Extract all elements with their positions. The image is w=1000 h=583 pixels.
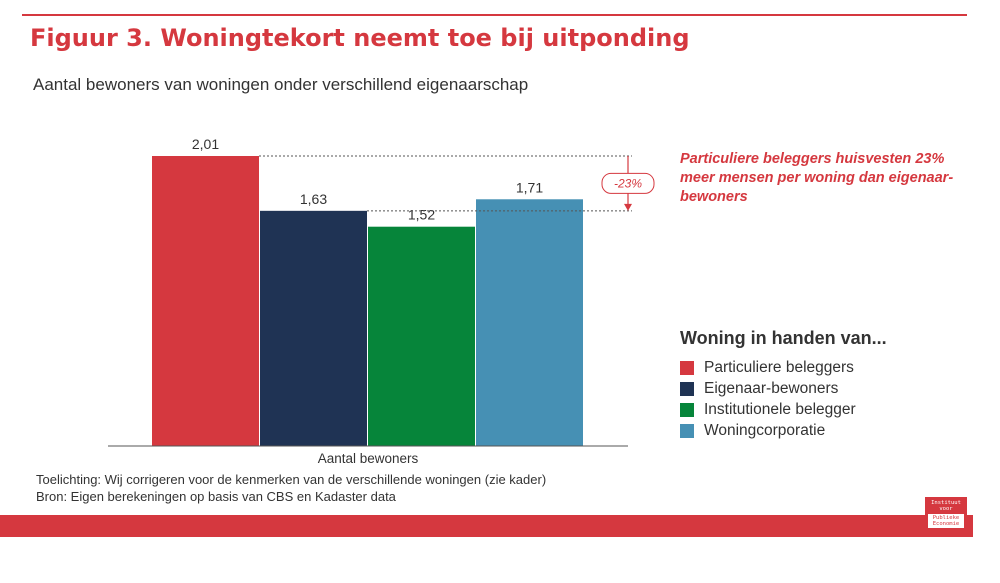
legend-swatch xyxy=(680,423,694,438)
logo-line: Instituut xyxy=(931,500,961,506)
bar-2 xyxy=(368,226,475,446)
bar-value-label: 1,71 xyxy=(516,179,543,195)
bar-value-label: 1,63 xyxy=(300,191,327,207)
legend-item-institutioneel: Institutionele belegger xyxy=(680,399,887,420)
difference-arrowhead xyxy=(624,203,632,211)
legend-item-particuliere: Particuliere beleggers xyxy=(680,357,887,378)
figure-title: Figuur 3. Woningtekort neemt toe bij uit… xyxy=(30,24,690,52)
bar-3 xyxy=(476,199,583,446)
bar-0 xyxy=(152,156,259,446)
logo-box: Publieke Economie xyxy=(928,514,964,528)
logo-line: Economie xyxy=(932,521,960,527)
legend-label: Particuliere beleggers xyxy=(704,358,854,376)
footnote-note: Toelichting: Wij corrigeren voor de kenm… xyxy=(36,472,547,487)
logo-line: voor xyxy=(939,506,953,512)
bottom-bar xyxy=(0,515,973,537)
bar-value-label: 2,01 xyxy=(192,136,219,152)
annotation-text: Particuliere beleggers huisvesten 23% me… xyxy=(680,151,954,205)
legend-label: Eigenaar-bewoners xyxy=(704,379,839,397)
footnote-source: Bron: Eigen berekeningen op basis van CB… xyxy=(36,489,396,504)
legend: Woning in handen van... Particuliere bel… xyxy=(680,328,887,441)
difference-badge xyxy=(601,172,655,194)
legend-label: Woningcorporatie xyxy=(704,421,826,439)
difference-label: -23% xyxy=(614,176,642,190)
x-axis-label: Aantal bewoners xyxy=(318,451,419,466)
legend-title: Woning in handen van... xyxy=(680,328,887,348)
figure-subtitle: Aantal bewoners van woningen onder versc… xyxy=(33,75,529,94)
legend-swatch xyxy=(680,402,694,417)
legend-label: Institutionele belegger xyxy=(704,400,856,418)
top-rule xyxy=(22,14,967,16)
legend-item-eigenaar: Eigenaar-bewoners xyxy=(680,378,887,399)
legend-swatch xyxy=(680,381,694,396)
legend-item-corporatie: Woningcorporatie xyxy=(680,420,887,441)
institute-logo: Instituut voor Publieke Economie xyxy=(925,497,967,535)
bar-1 xyxy=(260,210,367,446)
bar-value-label: 1,52 xyxy=(408,207,435,223)
legend-swatch xyxy=(680,360,694,375)
logo-line: Publieke xyxy=(932,515,960,521)
